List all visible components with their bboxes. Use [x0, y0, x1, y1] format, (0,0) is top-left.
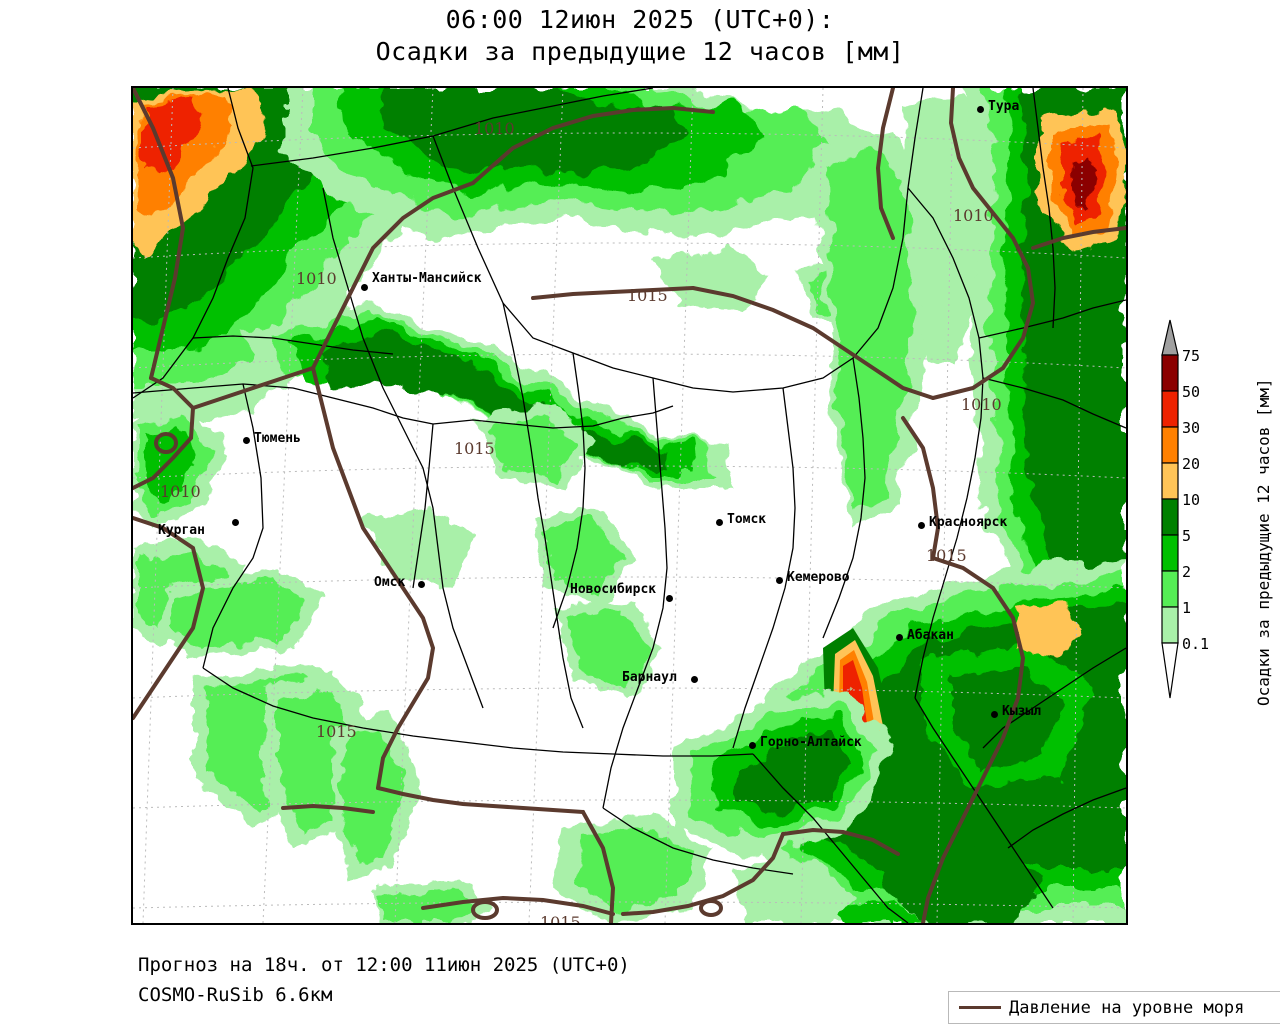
city-label: Абакан	[907, 628, 954, 643]
pressure-low-centers	[154, 432, 723, 920]
city-marker-dot	[361, 284, 368, 291]
forecast-info: Прогноз на 18ч. от 12:00 11июн 2025 (UTC…	[138, 954, 630, 976]
lat-lon-grid	[133, 88, 1126, 923]
precip-region-scattered-west	[133, 248, 923, 923]
city-label: Омск	[374, 575, 406, 590]
colorbar-tick: 2	[1182, 563, 1192, 581]
city-marker-dot	[691, 676, 698, 683]
isobar-label: 1010	[474, 119, 515, 138]
city-marker-dot	[991, 711, 998, 718]
isobar-label: 1015	[454, 439, 495, 458]
colorbar-over-arrow	[1161, 319, 1179, 356]
colorbar-tick: 10	[1182, 491, 1201, 509]
title-line-variable: Осадки за предыдущие 12 часов [мм]	[375, 37, 905, 66]
city-marker-dot	[918, 522, 925, 529]
footer-block: Прогноз на 18ч. от 12:00 11июн 2025 (UTC…	[138, 950, 630, 1010]
city-label: Кызыл	[1002, 704, 1042, 719]
city-label: Кемерово	[787, 570, 850, 585]
precipitation-colorbar: 75 50 30 20 10 5 2 1 0.1	[1160, 312, 1280, 712]
city-marker-dot	[232, 519, 239, 526]
city-label: Горно-Алтайск	[760, 735, 862, 750]
pressure-legend-label: Давление на уровне моря	[1009, 997, 1245, 1018]
colorbar-tick: 0.1	[1182, 635, 1210, 653]
precip-region-central-east	[813, 98, 993, 528]
precip-region-tuva-detail	[833, 600, 1093, 923]
colorbar-axis-label: Осадки за предыдущие 12 часов [мм]	[1232, 318, 1273, 708]
city-label: Томск	[727, 512, 767, 527]
city-label: Тура	[988, 99, 1020, 114]
colorbar-tick: 75	[1182, 347, 1201, 365]
city-marker-dot	[666, 595, 673, 602]
model-info: COSMO-RuSib 6.6км	[138, 984, 333, 1006]
city-label: Новосибирск	[570, 582, 657, 597]
pressure-legend: Давление на уровне моря	[948, 991, 1280, 1024]
city-marker-dot	[776, 577, 783, 584]
colorbar-tick: 5	[1182, 527, 1192, 545]
city-label: Барнаул	[622, 670, 677, 685]
title-line-valid-time: 06:00 12июн 2025 (UTC+0):	[445, 5, 835, 34]
pressure-line-sample	[959, 1006, 1001, 1009]
city-label: Тюмень	[254, 431, 301, 446]
city-marker-dot	[749, 742, 756, 749]
colorbar-tick: 30	[1182, 419, 1201, 437]
sea-level-pressure-contours	[133, 88, 1126, 923]
precipitation-map[interactable]: 1010 1010 1010 1015 1010 1015 1010 1015 …	[131, 86, 1128, 925]
colorbar-axis-label-text: Осадки за предыдущие 12 часов [мм]	[1254, 378, 1273, 706]
city-marker-dot	[977, 106, 984, 113]
city-marker-dot	[716, 519, 723, 526]
colorbar-under-arrow	[1161, 642, 1179, 699]
isobar-label: 1015	[540, 913, 581, 925]
page-title: 06:00 12июн 2025 (UTC+0): Осадки за пред…	[0, 4, 1280, 68]
colorbar-tick: 1	[1182, 599, 1192, 617]
isobar-label: 1010	[160, 482, 201, 501]
city-label: Красноярск	[929, 515, 1008, 530]
precip-region-north-band	[283, 88, 893, 238]
map-canvas	[133, 88, 1126, 923]
administrative-borders	[133, 88, 1126, 923]
precip-hotspot-east-tura	[1038, 108, 1126, 253]
city-label: Ханты-Мансийск	[372, 271, 482, 286]
city-marker-dot	[896, 634, 903, 641]
colorbar-tick: 50	[1182, 383, 1201, 401]
isobar-label: 1010	[953, 206, 994, 225]
isobar-label: 1015	[316, 722, 357, 741]
precip-region-south-scattered	[553, 813, 853, 923]
isobar-label: 1010	[961, 395, 1002, 414]
city-marker-dot	[418, 581, 425, 588]
isobar-label: 1010	[296, 269, 337, 288]
colorbar-swatches	[1161, 319, 1179, 699]
isobar-label: 1015	[627, 286, 668, 305]
city-label: Курган	[158, 523, 205, 538]
city-marker-dot	[243, 437, 250, 444]
isobar-label: 1015	[926, 546, 967, 565]
colorbar-tick: 20	[1182, 455, 1201, 473]
